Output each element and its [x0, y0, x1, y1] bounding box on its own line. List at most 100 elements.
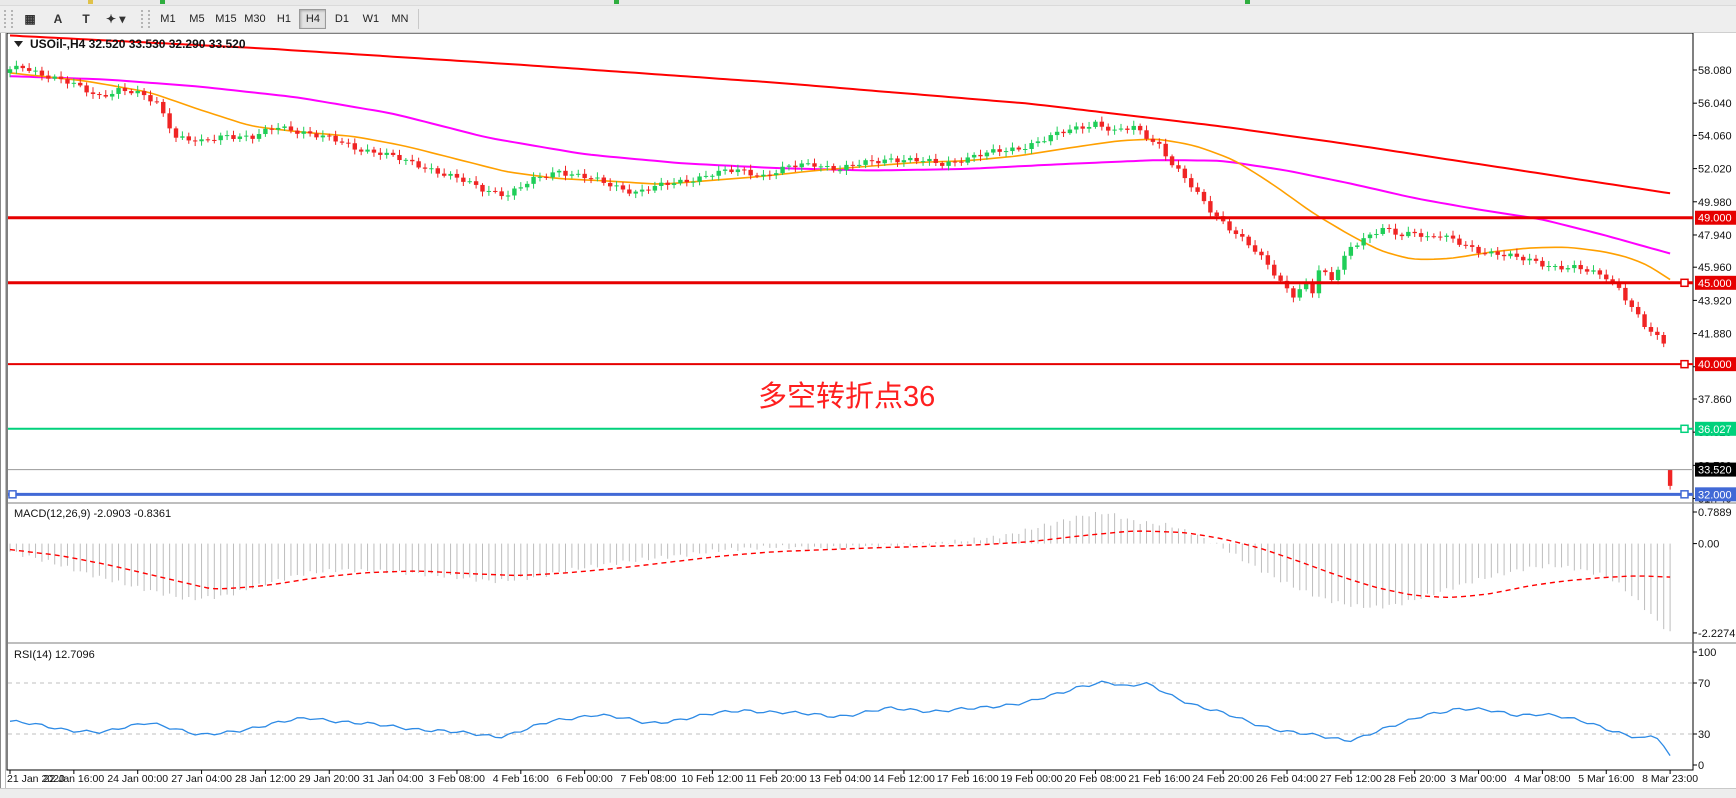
window-left-border [0, 33, 1, 793]
svg-text:19 Feb 00:00: 19 Feb 00:00 [1001, 773, 1063, 785]
svg-text:7 Feb 08:00: 7 Feb 08:00 [620, 773, 676, 785]
toolbar-fragment-icon [1245, 0, 1250, 4]
svg-text:32.000: 32.000 [1698, 489, 1732, 501]
svg-text:58.080: 58.080 [1698, 65, 1732, 77]
macd-label: MACD(12,26,9) -2.0903 -0.8361 [14, 508, 171, 520]
timeframe-buttons: M1 M5 M15 M30 H1 H4 D1 W1 MN [153, 9, 414, 29]
tf-button-h4[interactable]: H4 [299, 9, 327, 29]
svg-text:36.027: 36.027 [1698, 424, 1732, 436]
cropped-upper-toolbar [0, 0, 1736, 6]
svg-text:56.040: 56.040 [1698, 98, 1732, 110]
tf-button-m1[interactable]: M1 [154, 9, 181, 29]
price-chart-canvas[interactable]: 58.080 56.040 54.060 52.020 49.980 47.940 45.9… [0, 32, 1736, 793]
svg-text:21 Feb 16:00: 21 Feb 16:00 [1128, 773, 1190, 785]
window-left-border-inner [5, 33, 6, 793]
toolbar-separator [418, 9, 420, 29]
hline-handle[interactable] [1680, 424, 1689, 434]
svg-text:28 Feb 20:00: 28 Feb 20:00 [1384, 773, 1446, 785]
hline-handle[interactable] [8, 490, 17, 499]
trend-annotation[interactable]: 多空转折点36 [758, 380, 935, 413]
svg-text:13 Feb 04:00: 13 Feb 04:00 [809, 773, 871, 785]
svg-text:41.880: 41.880 [1698, 329, 1732, 341]
svg-text:26 Feb 04:00: 26 Feb 04:00 [1256, 773, 1318, 785]
svg-text:70: 70 [1698, 678, 1710, 690]
svg-text:49.980: 49.980 [1698, 197, 1732, 209]
svg-text:14 Feb 12:00: 14 Feb 12:00 [873, 773, 935, 785]
symbol-title: USOil-,H4 32.520 33.530 32.290 33.520 [30, 37, 246, 51]
svg-text:0.00: 0.00 [1698, 539, 1719, 551]
svg-text:11 Feb 20:00: 11 Feb 20:00 [746, 773, 807, 785]
svg-text:31 Jan 04:00: 31 Jan 04:00 [363, 773, 424, 785]
hline-32.000[interactable]: 32.000 [8, 487, 1736, 502]
macd-signal-line [9, 530, 1671, 599]
draw-tools: ▦ A T ✦ ▾ [16, 9, 131, 29]
svg-text:100: 100 [1698, 647, 1716, 659]
tf-button-d1[interactable]: D1 [328, 9, 355, 29]
svg-text:-2.2274: -2.2274 [1698, 628, 1735, 640]
svg-text:0.7889: 0.7889 [1698, 507, 1732, 519]
bid-price-line: 33.520 [8, 462, 1736, 477]
chart-title: USOil-,H4 32.520 33.530 32.290 33.520 [14, 37, 246, 51]
svg-text:10 Feb 12:00: 10 Feb 12:00 [681, 773, 743, 785]
svg-text:47.940: 47.940 [1698, 230, 1732, 242]
svg-text:45.000: 45.000 [1698, 278, 1732, 290]
tf-button-m5[interactable]: M5 [183, 9, 210, 29]
hline-49.000[interactable]: 49.000 [8, 210, 1736, 225]
svg-text:52.020: 52.020 [1698, 164, 1732, 176]
label-tool[interactable]: A [46, 9, 70, 29]
svg-text:28 Jan 12:00: 28 Jan 12:00 [235, 773, 296, 785]
ma-slow-red [9, 34, 1671, 195]
svg-text:0: 0 [1698, 760, 1704, 772]
hline-handle[interactable] [1680, 359, 1689, 369]
toolbar-grip[interactable] [4, 10, 13, 28]
tf-button-m15[interactable]: M15 [212, 9, 239, 29]
svg-text:49.000: 49.000 [1698, 213, 1732, 225]
hline-45.000[interactable]: 45.000 [8, 275, 1736, 290]
svg-text:17 Feb 16:00: 17 Feb 16:00 [937, 773, 999, 785]
tf-button-w1[interactable]: W1 [357, 9, 384, 29]
status-strip [0, 788, 1736, 794]
hline-handle[interactable] [1680, 278, 1689, 288]
hline-36.027[interactable]: 36.027 [8, 421, 1736, 436]
ma-mid-magenta [9, 75, 1671, 255]
svg-text:20 Feb 08:00: 20 Feb 08:00 [1065, 773, 1127, 785]
select-region-tool[interactable]: ▦ [18, 9, 42, 29]
svg-text:43.920: 43.920 [1698, 295, 1732, 307]
tf-button-mn[interactable]: MN [386, 9, 413, 29]
drawing-and-timeframe-toolbar: ▦ A T ✦ ▾ M1 M5 M15 M30 H1 H4 D1 W1 MN [0, 6, 1736, 33]
svg-text:33.520: 33.520 [1698, 465, 1732, 477]
svg-text:4 Mar 08:00: 4 Mar 08:00 [1514, 773, 1570, 785]
svg-text:24 Feb 20:00: 24 Feb 20:00 [1192, 773, 1254, 785]
svg-text:21 Jan 2020: 21 Jan 2020 [7, 773, 65, 785]
toolbar-fragment-icon [160, 0, 165, 4]
svg-text:24 Jan 00:00: 24 Jan 00:00 [107, 773, 168, 785]
svg-text:多空转折点36: 多空转折点36 [758, 380, 935, 413]
svg-text:29 Jan 20:00: 29 Jan 20:00 [299, 773, 360, 785]
svg-text:8 Mar 23:00: 8 Mar 23:00 [1642, 773, 1698, 785]
svg-text:54.060: 54.060 [1698, 130, 1732, 142]
toolbar-fragment-icon [88, 0, 93, 4]
panel-borders [6, 32, 1736, 771]
text-tool[interactable]: T [74, 9, 98, 29]
svg-text:5 Mar 16:00: 5 Mar 16:00 [1578, 773, 1634, 785]
svg-text:6 Feb 00:00: 6 Feb 00:00 [557, 773, 613, 785]
hline-40.000[interactable]: 40.000 [8, 357, 1736, 372]
rsi-label: RSI(14) 12.7096 [14, 649, 95, 661]
hline-handle[interactable] [1680, 490, 1689, 499]
candlestick-layer [7, 60, 1673, 490]
svg-text:27 Jan 04:00: 27 Jan 04:00 [171, 773, 232, 785]
toolbar-fragment-icon [614, 0, 619, 4]
svg-text:3 Feb 08:00: 3 Feb 08:00 [429, 773, 485, 785]
svg-text:30: 30 [1698, 729, 1710, 741]
tf-button-m30[interactable]: M30 [241, 9, 268, 29]
toolbar-grip[interactable] [141, 10, 151, 28]
svg-text:3 Mar 00:00: 3 Mar 00:00 [1451, 773, 1507, 785]
shapes-dropdown[interactable]: ✦ ▾ [102, 9, 129, 29]
rsi-panel: RSI(14) 12.7096 100 70 30 0 [8, 647, 1716, 772]
chart-window[interactable]: 58.080 56.040 54.060 52.020 49.980 47.940 45.9… [0, 32, 1736, 793]
tf-button-h1[interactable]: H1 [270, 9, 297, 29]
svg-text:40.000: 40.000 [1698, 359, 1732, 371]
svg-text:22 Jan 16:00: 22 Jan 16:00 [43, 773, 104, 785]
